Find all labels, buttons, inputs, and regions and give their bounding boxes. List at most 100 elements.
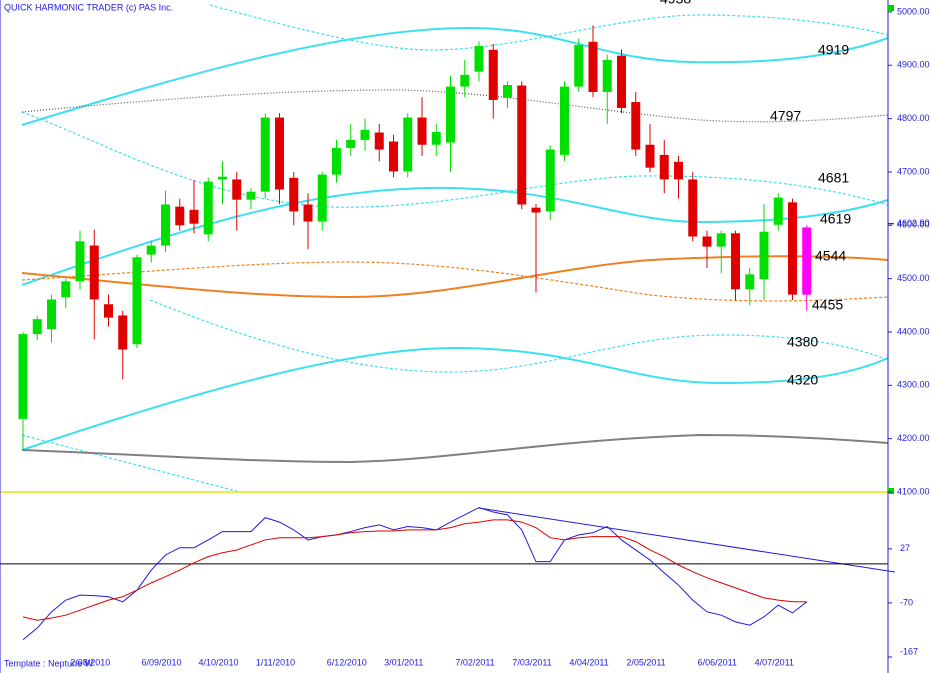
y-tick-label: 4200.00: [897, 433, 930, 443]
candle-body: [161, 204, 170, 246]
x-tick-label: 2/05/2011: [626, 657, 665, 667]
candle-body: [659, 154, 669, 180]
oscillator-line: [22, 519, 807, 621]
marker: [888, 5, 894, 11]
candle-body: [602, 59, 612, 92]
y-tick-label: 4500.00: [897, 273, 930, 283]
candle-body: [260, 117, 270, 192]
cycle-curve: [21, 346, 889, 451]
x-tick-label: 6/06/2011: [698, 657, 737, 667]
candle-body: [232, 179, 242, 200]
candle-body: [716, 233, 726, 247]
candle-body: [745, 274, 755, 290]
candle-body: [545, 149, 555, 212]
candle-body: [617, 55, 626, 108]
candle-body: [203, 181, 213, 235]
chart-title: QUICK HARMONIC TRADER (c) PAS Inc.: [4, 2, 173, 12]
x-tick-label: 4/04/2011: [569, 657, 608, 667]
candle-body: [289, 177, 299, 212]
y-tick-label: 4900.00: [897, 60, 930, 70]
candle-body: [246, 191, 256, 200]
candle-body: [560, 86, 569, 155]
last-price-label: 4602.90: [897, 218, 930, 228]
y-tick-label: 4600.00: [897, 220, 930, 230]
annotation: 4681: [818, 170, 849, 186]
annotation: 4938: [660, 0, 691, 7]
trend-line: [478, 507, 896, 573]
candle-body: [446, 86, 455, 143]
marker: [888, 488, 894, 494]
candle-body: [275, 117, 284, 190]
candle-body: [374, 132, 384, 150]
candle-body: [346, 139, 356, 148]
x-tick-label: 6/09/2010: [141, 657, 181, 667]
candle-body: [674, 161, 683, 180]
candle-body: [132, 257, 142, 345]
candle-body: [218, 176, 227, 180]
cycle-band: [209, 4, 889, 51]
candle-body: [488, 49, 498, 100]
candle-body: [588, 41, 598, 92]
y-tick-label: 4300.00: [897, 380, 930, 390]
annotation: 4619: [820, 211, 851, 227]
cycle-curve: [21, 26, 889, 126]
cycle-curve: [21, 433, 889, 464]
x-tick-label: 2/08/2010: [70, 657, 110, 667]
x-tick-label: 4/07/2011: [755, 657, 794, 667]
candle-body: [175, 206, 185, 226]
cycle-curve: [21, 186, 889, 286]
x-tick-label: 7/03/2011: [512, 657, 551, 667]
oscillator-line: [22, 507, 808, 641]
candle-body: [759, 231, 769, 280]
cycle-curve: [21, 255, 889, 299]
x-tick-label: 7/02/2011: [455, 657, 494, 667]
candle-body: [631, 102, 641, 150]
annotation: 4544: [815, 248, 846, 264]
candle-body: [517, 85, 527, 205]
candle-body: [146, 245, 156, 255]
y-tick-label: 5000.00: [897, 6, 930, 16]
y-tick-label: 4100.00: [897, 486, 930, 496]
candle-body: [389, 141, 398, 172]
candle-body: [474, 46, 484, 72]
annotation: 4320: [787, 372, 818, 388]
candle-body: [773, 197, 783, 225]
candle-body: [75, 241, 85, 282]
y-tick-label: 27: [900, 543, 910, 553]
candle-body: [460, 74, 470, 87]
cycle-band: [21, 434, 241, 493]
candle-body: [503, 85, 512, 98]
candle-body: [118, 315, 128, 350]
cycle-band: [149, 299, 889, 373]
y-tick-label: 4400.00: [897, 326, 930, 336]
y-tick-label: -167: [900, 646, 918, 656]
candle-body: [403, 117, 413, 172]
candle-body: [731, 233, 740, 290]
candle-body: [531, 207, 541, 213]
candle-body: [317, 174, 327, 222]
candle-body: [89, 245, 99, 300]
x-tick-label: 4/10/2010: [198, 657, 238, 667]
cycle-curves: [21, 4, 889, 493]
x-tick-label: 6/12/2010: [327, 657, 367, 667]
candle-body: [702, 236, 712, 247]
candle-body: [788, 202, 797, 295]
candle-body: [104, 304, 113, 318]
candle-body: [18, 334, 28, 419]
annotation: 4380: [787, 334, 818, 350]
footer: Template : Neptune W: [4, 658, 94, 668]
cycle-band: [21, 261, 889, 302]
candle-body: [645, 144, 655, 168]
y-tick-label: 4800.00: [897, 113, 930, 123]
y-tick-label: -70: [900, 597, 913, 607]
candle-body: [47, 299, 56, 330]
x-tick-label: 3/01/2011: [384, 657, 423, 667]
x-tick-label: 1/11/2010: [256, 657, 295, 667]
candle-body: [32, 319, 42, 335]
candle-body: [332, 147, 341, 175]
candle-body: [360, 129, 370, 140]
candle-body: [431, 131, 441, 145]
y-tick-label: 4700.00: [897, 166, 930, 176]
